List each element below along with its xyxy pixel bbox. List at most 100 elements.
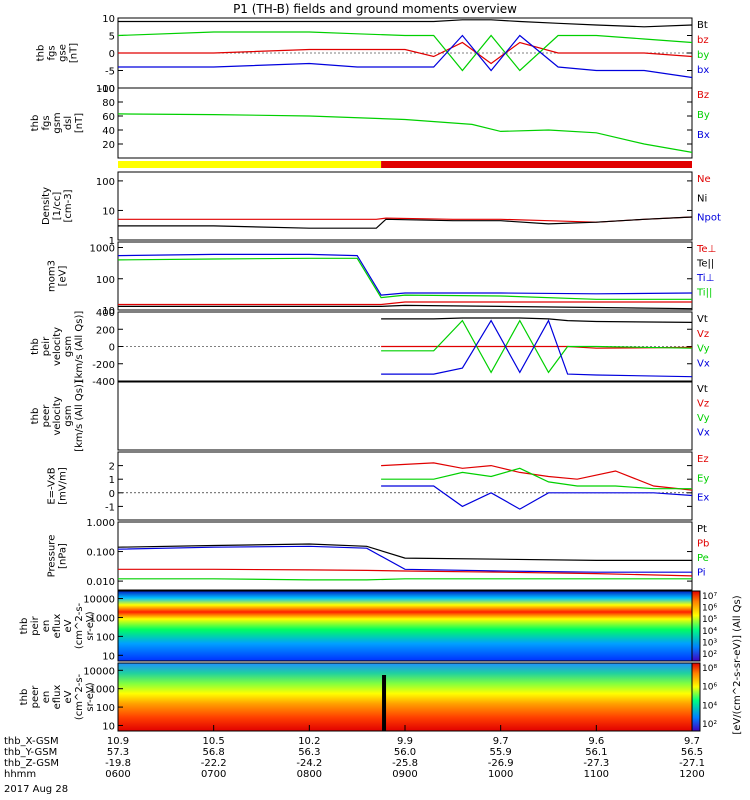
ylabel-temperature-0: mom3: [47, 260, 58, 292]
ylabel-peer-spectrogram-5: (cm^2-s-: [74, 673, 85, 720]
legend-temperature-ti: Ti⊥: [696, 273, 714, 284]
legend-density-npot: Npot: [697, 213, 721, 224]
ylabel-peer-spectrogram-3: eflux: [52, 685, 63, 710]
colorbar-frame-peer-spectrogram: [691, 662, 701, 732]
ylabel-peer-velocity-2: velocity: [52, 396, 63, 435]
ylabel-peer-spectrogram-4: eV: [63, 690, 74, 703]
ytick-label-pressure-2: 0.010: [86, 577, 115, 588]
colorbar-peer-spectrogram: [692, 663, 700, 731]
legend-peer-velocity-vt: Vt: [697, 384, 708, 395]
ytick-label-pressure-1: 0.100: [86, 548, 115, 559]
ytick-label-efield-0: 2: [109, 462, 115, 473]
orbit-label-2-2: -24.2: [296, 758, 322, 769]
frame-temperature: [117, 241, 693, 311]
ytick-label-density-1: 10: [102, 206, 115, 217]
ylabel-peir-velocity-1: peir: [41, 336, 52, 356]
frame-efield: [117, 451, 693, 521]
ylabel-peer-velocity-0: thb: [30, 408, 41, 425]
ylabel-density-0: Density: [41, 187, 52, 225]
ytick-label-temperature-0: 1000: [90, 244, 115, 255]
series-peir-velocity-vt: [381, 317, 693, 323]
ylabel-peir-velocity-2: velocity: [52, 327, 63, 366]
ytick-label-peer-spectrogram-0: 10000: [83, 666, 115, 677]
ytick-label-peir-spectrogram-3: 10: [102, 651, 115, 662]
ytick-label-fgs-gsm-3: 40: [102, 126, 115, 137]
colorbar-tick-peir-spectrogram-5: 10²: [702, 650, 717, 660]
ytick-label-efield-3: -1: [105, 502, 115, 513]
ylabel-fgs-gsm-0: thb: [30, 115, 41, 132]
orbit-label-2-1: 56.3: [298, 747, 320, 758]
legend-fgs-gse-bt: Bt: [697, 20, 708, 31]
legend-peir-velocity-vz: Vz: [697, 329, 709, 340]
legend-fgs-gse-by: by: [697, 50, 709, 61]
series-fgs-gse-by: [117, 31, 693, 72]
series-density-ni: [118, 216, 693, 229]
ylabel-peir-spectrogram-5: (cm^2-s-: [74, 602, 85, 649]
ylabel-pressure-1: [nPa]: [58, 543, 69, 569]
ylabel-pressure-0: Pressure: [47, 535, 58, 578]
legend-efield-ey: Ey: [697, 473, 709, 484]
orbit-label-4-2: -26.9: [488, 758, 514, 769]
frame-fgs-gsm: [117, 87, 693, 159]
orbit-row-label-0: thb_X-GSM: [4, 736, 59, 747]
series-pressure-pi: [117, 545, 692, 573]
ytick-label-fgs-gsm-1: 80: [102, 98, 115, 109]
series-fgs-gse-bt: [118, 19, 693, 28]
legend-density-ni: Ni: [697, 193, 707, 204]
heatmap-peir-spectrogram: [118, 591, 692, 661]
ylabel-peer-velocity-1: peer: [41, 404, 52, 428]
orbit-label-6-2: -27.1: [679, 758, 705, 769]
legend-fgs-gsm-by: By: [697, 110, 710, 121]
orbit-label-2-0: 10.2: [298, 736, 320, 747]
series-temperature-ti: [117, 253, 693, 296]
ylabel-fgs-gsm-3: dsl: [63, 116, 74, 130]
series-efield-ey: [381, 467, 692, 490]
legend-peer-velocity-vx: Vx: [697, 428, 710, 439]
ylabel-peer-velocity-3: gsm: [63, 405, 74, 426]
series-fgs-gsm-by: [117, 113, 693, 153]
legend-peir-velocity-vy: Vy: [697, 344, 710, 355]
colorbar-tick-peir-spectrogram-4: 10³: [702, 638, 717, 648]
orbit-label-5-1: 56.1: [585, 747, 607, 758]
ytick-label-fgs-gsm-4: 20: [102, 140, 115, 151]
orbit-label-4-3: 1000: [488, 769, 513, 780]
orbit-row-label-2: thb_Z-GSM: [4, 758, 59, 769]
ytick-label-peir-velocity-1: 200: [96, 325, 115, 336]
ylabel-peer-spectrogram-2: en: [41, 691, 52, 704]
ytick-label-fgs-gsm-2: 60: [102, 112, 115, 123]
orbit-label-3-2: -25.8: [392, 758, 418, 769]
orbit-label-0-1: 57.3: [107, 747, 129, 758]
series-temperature-te: [118, 304, 693, 310]
ylabel-density-1: [1/cc]: [52, 192, 63, 221]
ylabel-density-2: [cm-3]: [63, 189, 74, 222]
mode-segment-1: [381, 161, 692, 168]
ytick-label-temperature-1: 100: [96, 275, 115, 286]
ytick-label-peir-velocity-0: 400: [96, 308, 115, 319]
ytick-label-efield-1: 1: [109, 475, 115, 486]
ylabel-fgs-gse-0: thb: [36, 45, 47, 62]
legend-fgs-gsm-bx: Bx: [697, 130, 710, 141]
ylabel-fgs-gsm-4: [nT]: [74, 113, 85, 133]
orbit-label-5-2: -27.3: [583, 758, 609, 769]
orbit-label-0-0: 10.9: [107, 736, 129, 747]
legend-peir-velocity-vx: Vx: [697, 358, 710, 369]
ylabel-peir-spectrogram-3: eflux: [52, 614, 63, 639]
orbit-label-6-0: 9.7: [684, 736, 700, 747]
orbit-label-2-3: 0800: [297, 769, 322, 780]
ytick-label-fgs-gse-3: -5: [105, 67, 115, 78]
legend-efield-ex: Ex: [697, 493, 709, 504]
series-pressure-pe: [118, 578, 692, 581]
ylabel-peir-velocity-0: thb: [30, 338, 41, 355]
ylabel-peir-spectrogram-4: eV: [63, 619, 74, 632]
series-temperature-ti: [117, 257, 692, 300]
series-pressure-pt: [117, 543, 692, 562]
colorbar-tick-peir-spectrogram-1: 10⁶: [702, 604, 717, 614]
ylabel-peir-spectrogram-0: thb: [19, 618, 30, 635]
ylabel-peer-spectrogram-6: sr-eV): [85, 682, 96, 711]
legend-fgs-gse-bz: bz: [697, 35, 709, 46]
orbit-label-6-3: 1200: [679, 769, 704, 780]
colorbar-tick-peer-spectrogram-3: 10²: [702, 720, 717, 730]
series-fgs-gse-bx: [118, 34, 693, 79]
colorbar-tick-peer-spectrogram-0: 10⁸: [702, 664, 717, 674]
